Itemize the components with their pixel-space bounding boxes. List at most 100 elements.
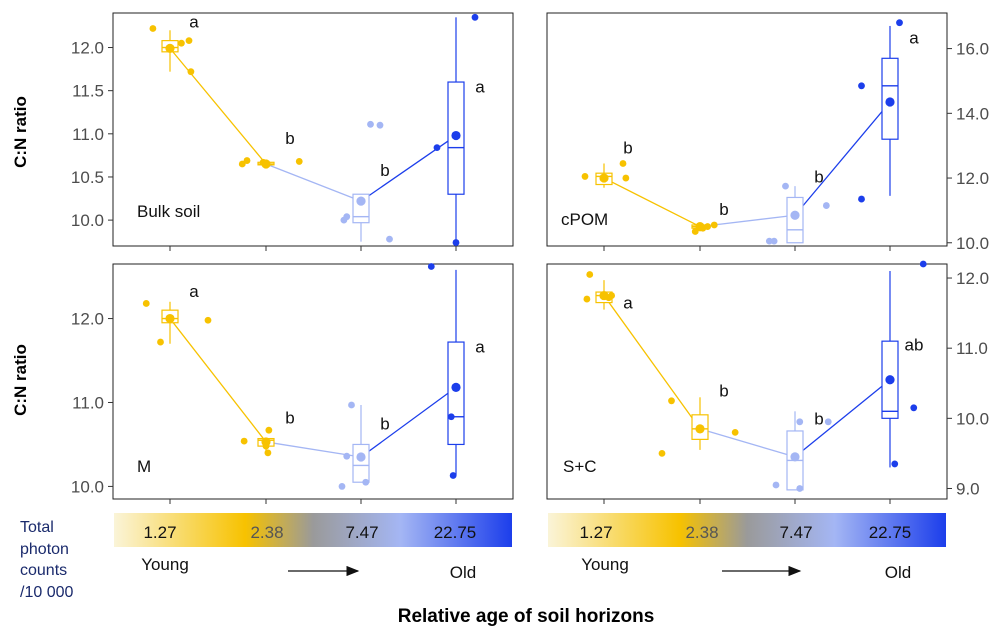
y-tick-label-s-c: 10.0 bbox=[956, 409, 989, 428]
data-point-s-c bbox=[796, 418, 804, 426]
legend-title-line-1: Total bbox=[20, 519, 54, 536]
colorbar-left-tick-2: 2.38 bbox=[250, 523, 283, 542]
legend-title-line-2: photon bbox=[20, 541, 69, 558]
data-point-bulk-soil bbox=[452, 239, 460, 246]
data-point-bulk-soil bbox=[295, 158, 303, 165]
colorbar-left-gradient bbox=[114, 513, 512, 547]
data-point-m bbox=[264, 449, 272, 457]
colorbar-left-tick-3: 7.47 bbox=[345, 523, 378, 542]
data-point-s-c bbox=[658, 450, 666, 457]
colorbar-right: 1.27 2.38 7.47 22.75 Young Old bbox=[548, 513, 946, 582]
colorbar-left: 1.27 2.38 7.47 22.75 Young Old bbox=[114, 513, 512, 582]
mean-point-bulk-soil bbox=[165, 43, 175, 53]
mean-point-s-c bbox=[790, 452, 800, 462]
data-point-m bbox=[348, 401, 355, 409]
mean-line-s-c bbox=[603, 295, 701, 430]
data-point-cpom bbox=[858, 195, 865, 203]
data-point-m bbox=[449, 472, 457, 479]
data-point-m bbox=[362, 478, 370, 486]
mean-point-m bbox=[165, 313, 175, 324]
significance-letter-s-c: a bbox=[623, 294, 633, 313]
panel-frame-cpom bbox=[546, 12, 948, 247]
panel-label-cpom: cPOM bbox=[561, 210, 608, 229]
old-label-left: Old bbox=[450, 563, 476, 582]
mean-line-s-c bbox=[699, 428, 796, 458]
colorbar-left-tick-1: 1.27 bbox=[143, 523, 176, 542]
colorbar-right-tick-2: 2.38 bbox=[685, 523, 718, 542]
colorbar-right-tick-1: 1.27 bbox=[579, 523, 612, 542]
mean-point-bulk-soil bbox=[261, 159, 271, 169]
significance-letter-bulk-soil: a bbox=[189, 13, 199, 32]
data-point-cpom bbox=[896, 19, 903, 27]
data-point-cpom bbox=[704, 223, 711, 230]
y-tick-label-cpom: 12.0 bbox=[956, 169, 989, 188]
data-point-cpom bbox=[765, 237, 773, 245]
significance-letter-s-c: b bbox=[719, 381, 728, 400]
legend-title-line-3: counts bbox=[20, 562, 67, 579]
legend-title: Total photon counts /10 000 bbox=[20, 519, 73, 601]
mean-point-s-c bbox=[599, 290, 609, 301]
data-point-s-c bbox=[583, 295, 591, 303]
y-tick-label-cpom: 16.0 bbox=[956, 40, 989, 59]
y-tick-label-s-c: 11.0 bbox=[956, 339, 988, 358]
mean-line-cpom bbox=[794, 101, 891, 216]
y-tick-label-bulk-soil: 10.0 bbox=[71, 211, 104, 230]
panel-cpom: 10.0 12.0 14.0 16.0 b b b a cPOM bbox=[546, 12, 989, 253]
data-point-s-c bbox=[910, 404, 918, 412]
y-tick-label-cpom: 10.0 bbox=[956, 234, 989, 253]
data-point-s-c bbox=[608, 292, 615, 299]
mean-line-bulk-soil bbox=[169, 47, 267, 165]
data-point-s-c bbox=[796, 485, 804, 492]
data-point-cpom bbox=[710, 221, 718, 229]
mean-point-cpom bbox=[790, 210, 800, 220]
significance-letter-m: b bbox=[285, 409, 294, 428]
data-point-cpom bbox=[858, 82, 865, 90]
y-tick-label-bulk-soil: 11.5 bbox=[72, 82, 104, 101]
significance-letter-m: a bbox=[475, 337, 485, 356]
data-point-m bbox=[142, 300, 150, 307]
y-tick-label-bulk-soil: 10.5 bbox=[71, 168, 104, 187]
y-tick-label-m: 10.0 bbox=[71, 477, 104, 496]
significance-letter-m: b bbox=[380, 414, 389, 433]
mean-point-cpom bbox=[599, 173, 609, 183]
data-point-cpom bbox=[622, 174, 630, 182]
legend-title-line-4: /10 000 bbox=[20, 584, 73, 601]
y-axis-title-top: C:N ratio bbox=[11, 96, 30, 168]
data-point-bulk-soil bbox=[367, 120, 374, 128]
y-tick-label-m: 11.0 bbox=[72, 393, 104, 412]
data-point-cpom bbox=[770, 237, 778, 245]
significance-letter-cpom: b bbox=[623, 138, 632, 157]
box-m bbox=[447, 341, 465, 446]
data-point-m bbox=[265, 426, 273, 434]
data-point-bulk-soil bbox=[178, 39, 185, 47]
mean-line-m bbox=[169, 318, 267, 443]
data-point-cpom bbox=[822, 202, 830, 209]
mean-point-bulk-soil bbox=[356, 196, 366, 206]
young-label-right: Young bbox=[581, 555, 629, 574]
significance-letter-s-c: ab bbox=[905, 336, 924, 355]
mean-point-s-c bbox=[695, 424, 705, 434]
data-point-bulk-soil bbox=[376, 121, 384, 129]
data-point-s-c bbox=[731, 428, 739, 436]
data-point-m bbox=[204, 316, 212, 324]
data-point-cpom bbox=[782, 182, 789, 190]
y-tick-label-bulk-soil: 12.0 bbox=[71, 39, 104, 58]
old-label-right: Old bbox=[885, 563, 911, 582]
mean-line-cpom bbox=[603, 177, 701, 228]
box-m bbox=[352, 443, 370, 483]
panel-m: 10.0 11.0 12.0 a b b a M bbox=[71, 263, 514, 504]
data-point-m bbox=[427, 263, 435, 270]
data-point-bulk-soil bbox=[433, 144, 441, 152]
data-point-bulk-soil bbox=[386, 235, 393, 243]
data-point-s-c bbox=[919, 260, 927, 268]
significance-letter-m: a bbox=[189, 282, 199, 301]
data-point-m bbox=[338, 483, 346, 490]
mean-point-m bbox=[356, 452, 366, 462]
panel-frame-bulk-soil bbox=[112, 12, 514, 247]
data-point-bulk-soil bbox=[238, 160, 246, 168]
mean-line-m bbox=[360, 386, 457, 458]
